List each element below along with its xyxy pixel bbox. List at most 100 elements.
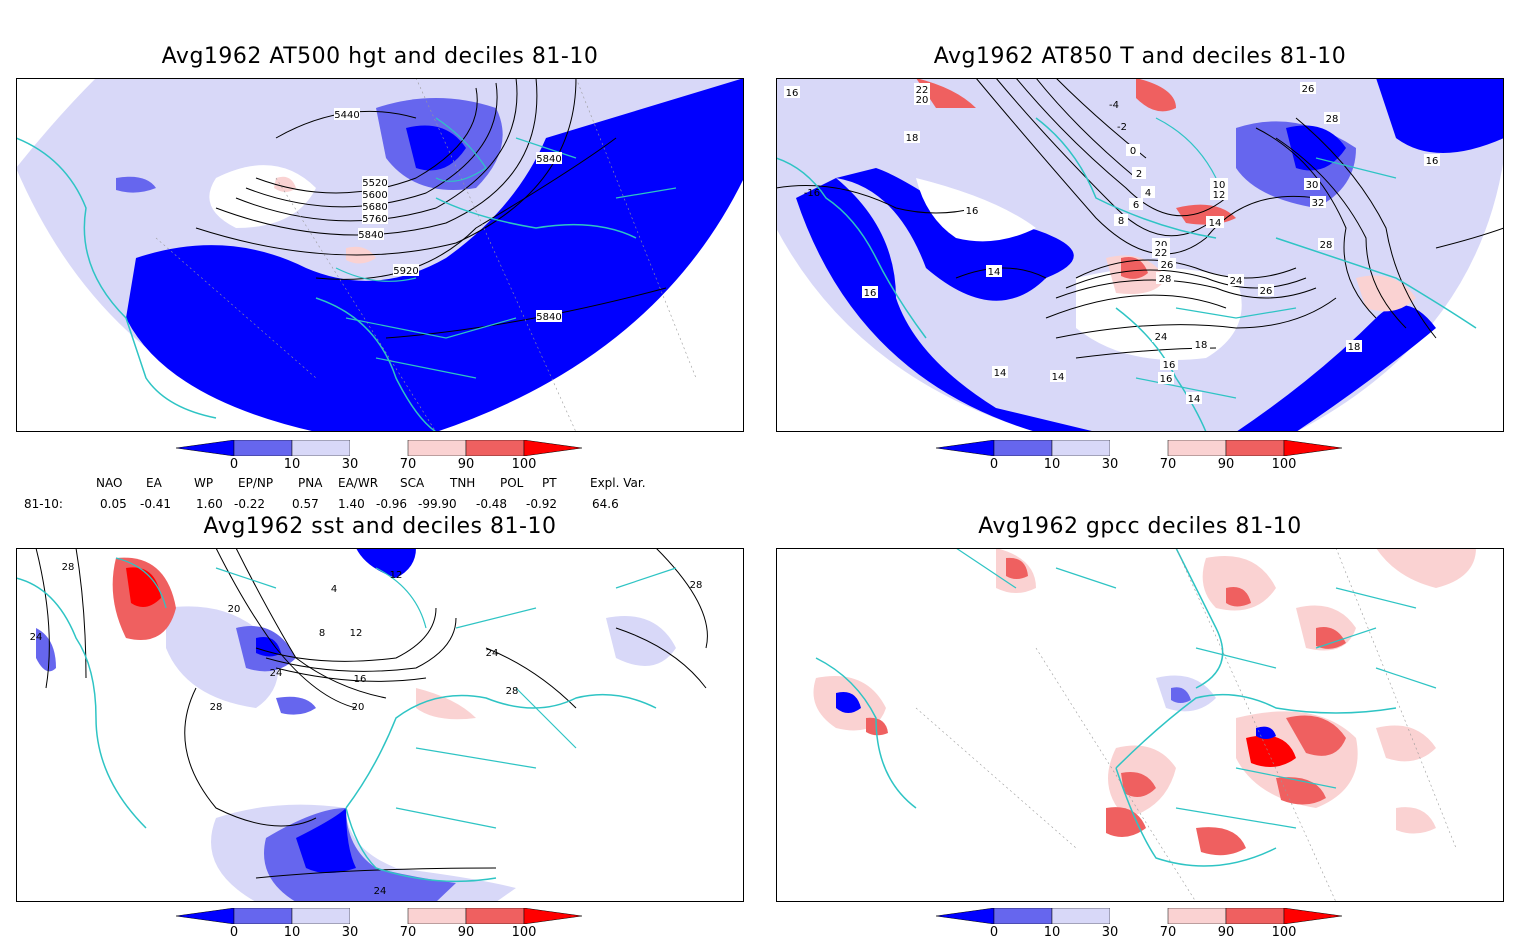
contour-label: 28 — [1159, 274, 1172, 285]
contour-label: 5920 — [393, 266, 418, 277]
contour-label: 8 — [319, 628, 325, 639]
index-header: EA/WR — [338, 476, 379, 490]
colorbar-tick: 0 — [989, 925, 999, 940]
contour-label: 5440 — [334, 110, 359, 121]
index-header: Expl. Var. — [590, 476, 646, 490]
colorbar-2: 0 10 30 70 90 100 — [935, 439, 1356, 474]
colorbar-tick: 0 — [229, 457, 239, 472]
contour-label: 22 — [916, 85, 929, 96]
colorbar-tick: 30 — [1101, 925, 1119, 940]
index-value: 0.05 — [100, 497, 127, 511]
panel-4-map — [776, 548, 1504, 902]
index-row-label: 81-10: — [24, 497, 63, 511]
contour-label: -4 — [1109, 100, 1119, 111]
contour-label: 28 — [1320, 240, 1333, 251]
panel-3-map: 28 24 28 20 4 8 12 16 20 24 24 28 28 24 … — [16, 548, 744, 902]
colorbar-tick: 70 — [1159, 925, 1177, 940]
contour-label: 26 — [1260, 286, 1273, 297]
colorbar-tick: 90 — [457, 925, 475, 940]
contour-label: 16 — [864, 288, 877, 299]
contour-label: 12 — [390, 570, 403, 581]
colorbar-4: 0 10 30 70 90 100 — [935, 907, 1356, 942]
contour-label: 18 — [1195, 340, 1208, 351]
colorbar-tick: 90 — [1217, 457, 1235, 472]
index-value: -0.22 — [234, 497, 266, 511]
index-value: -0.48 — [476, 497, 508, 511]
colorbar-1: 0 10 30 70 90 100 — [175, 439, 596, 474]
index-header: EA — [146, 476, 162, 490]
colorbar-tick: 100 — [1271, 925, 1297, 940]
contour-label: 5840 — [536, 154, 561, 165]
contour-label: 16 — [1426, 156, 1439, 167]
index-value: 1.60 — [196, 497, 223, 511]
colorbar-tick: 0 — [989, 457, 999, 472]
colorbar-tick: 100 — [1271, 457, 1297, 472]
contour-label: 28 — [210, 702, 223, 713]
colorbar-tick: 30 — [341, 457, 359, 472]
colorbar-tick: 0 — [229, 925, 239, 940]
contour-label: 5840 — [358, 230, 383, 241]
contour-label: 20 — [1155, 240, 1168, 251]
contour-label: 12 — [1213, 190, 1226, 201]
contour-label: 20 — [916, 95, 929, 106]
colorbar-tick: 30 — [1101, 457, 1119, 472]
contour-label: 28 — [62, 562, 75, 573]
contour-label: 12 — [350, 628, 363, 639]
contour-label: 18 — [906, 133, 919, 144]
contour-label: 16 — [786, 88, 799, 99]
index-value: -0.41 — [140, 497, 172, 511]
contour-label: 14 — [1052, 372, 1065, 383]
index-header: WP — [194, 476, 214, 490]
contour-label: 28 — [690, 580, 703, 591]
contour-label: -16 — [804, 188, 820, 199]
colorbar-tick: 70 — [399, 457, 417, 472]
contour-label: 26 — [1161, 260, 1174, 271]
index-value: -0.96 — [376, 497, 408, 511]
panel-4-title: Avg1962 gpcc deciles 81-10 — [978, 514, 1302, 539]
panel-1-title: Avg1962 AT500 hgt and deciles 81-10 — [161, 44, 599, 69]
contour-label: 4 — [1145, 188, 1151, 199]
colorbar-tick: 100 — [511, 925, 537, 940]
colorbar-3: 0 10 30 70 90 100 — [175, 907, 596, 942]
contour-label: 2 — [1136, 169, 1142, 180]
contour-label: -2 — [1117, 122, 1127, 133]
contour-label: 24 — [1230, 276, 1243, 287]
contour-label: 26 — [1302, 84, 1315, 95]
contour-label: 5840 — [536, 312, 561, 323]
contour-label: 14 — [988, 267, 1001, 278]
contour-label: 6 — [1133, 200, 1139, 211]
contour-label: 10 — [1213, 180, 1226, 191]
panel-2-title: Avg1962 AT850 T and deciles 81-10 — [933, 44, 1347, 69]
indices-table: NAO EA WP EP/NP PNA EA/WR SCA TNH POL PT… — [0, 476, 760, 516]
index-header: NAO — [96, 476, 123, 490]
panel-3-title: Avg1962 sst and deciles 81-10 — [203, 514, 557, 539]
contour-label: 28 — [1326, 114, 1339, 125]
contour-label: 5520 — [362, 178, 387, 189]
contour-label: 18 — [1348, 342, 1361, 353]
contour-label: 16 — [966, 206, 979, 217]
contour-label: 14 — [994, 368, 1007, 379]
contour-label: 28 — [506, 686, 519, 697]
panel-1-map: 5440 5520 5600 5680 5760 5840 5920 5840 … — [16, 78, 744, 432]
index-value: -99.90 — [418, 497, 457, 511]
contour-label: 14 — [1209, 218, 1222, 229]
index-value: 0.57 — [292, 497, 319, 511]
colorbar-tick: 10 — [1043, 457, 1061, 472]
colorbar-tick: 10 — [283, 925, 301, 940]
contour-label: 24 — [374, 886, 387, 897]
index-header: EP/NP — [238, 476, 274, 490]
colorbar-tick: 90 — [1217, 925, 1235, 940]
deep-blue-region — [126, 78, 744, 432]
index-value: 1.40 — [338, 497, 365, 511]
colorbar-tick: 100 — [511, 457, 537, 472]
colorbar-tick: 10 — [1043, 925, 1061, 940]
colorbar-tick: 70 — [1159, 457, 1177, 472]
contour-label: 24 — [1155, 332, 1168, 343]
contour-label: 30 — [1306, 180, 1319, 191]
contour-label: 14 — [1188, 394, 1201, 405]
colorbar-tick: 10 — [283, 457, 301, 472]
colorbar-tick: 90 — [457, 457, 475, 472]
index-header: SCA — [400, 476, 425, 490]
contour-label: 8 — [1118, 216, 1124, 227]
contour-label: 0 — [1130, 146, 1136, 157]
